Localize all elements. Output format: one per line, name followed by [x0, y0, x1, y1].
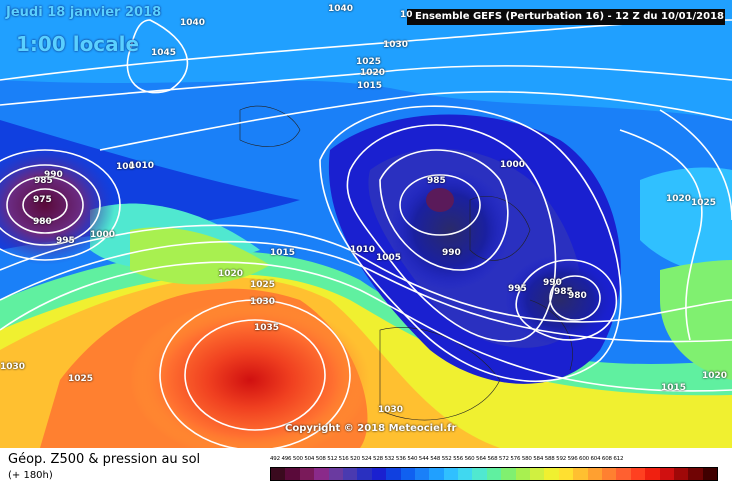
legend-subtitle: (+ 180h)	[8, 470, 53, 481]
color-scale-swatch	[673, 468, 689, 480]
isobar-label: 1020	[702, 371, 728, 381]
color-scale-swatch	[530, 468, 545, 480]
isobar-label: 1025	[691, 198, 717, 208]
model-run-label: Ensemble GEFS (Perturbation 16) - 12 Z d…	[407, 9, 725, 25]
copyright-text: Copyright © 2018 Meteociel.fr	[285, 423, 457, 434]
color-scale-swatch	[558, 468, 574, 480]
isobar-label: 1040	[328, 4, 354, 14]
forecast-date: Jeudi 18 janvier 2018	[6, 5, 162, 20]
isobar-label: 985	[34, 176, 53, 186]
isobar-label: 1020	[666, 194, 692, 204]
legend-title: Géop. Z500 & pression au sol	[8, 452, 201, 467]
color-scale-swatch	[515, 468, 531, 480]
color-scale-swatch	[544, 468, 559, 480]
isobar-label: 1015	[661, 383, 687, 393]
isobar-label: 985	[554, 287, 573, 297]
color-scale-swatch	[371, 468, 387, 480]
isobar-label: 1020	[360, 68, 386, 78]
color-scale-values: 492 496 500 504 508 512 516 520 524 528 …	[270, 456, 624, 462]
color-scale-swatch	[616, 468, 631, 480]
isobar-label: 100	[116, 162, 135, 172]
color-scale-swatch	[573, 468, 588, 480]
isobar-label: 1010	[129, 161, 155, 171]
color-scale-swatch	[357, 468, 372, 480]
color-scale-swatch	[501, 468, 516, 480]
isobar-label: 1015	[357, 81, 383, 91]
color-scale-swatch	[429, 468, 444, 480]
color-scale-swatch	[645, 468, 660, 480]
color-scale-swatch	[472, 468, 487, 480]
isobar-label: 990	[44, 170, 63, 180]
color-scale-swatch	[443, 468, 459, 480]
color-scale-swatch	[400, 468, 415, 480]
isobar-label: 1005	[376, 253, 402, 263]
isobar-label: 1030	[383, 40, 409, 50]
isobar-label: 975	[33, 195, 52, 205]
isobar-label: 1025	[68, 374, 94, 384]
isobar-label: 10	[400, 10, 413, 20]
forecast-local-time: 1:00 locale	[16, 32, 140, 56]
isobar-label: 1025	[356, 57, 382, 67]
color-scale-swatch	[688, 468, 703, 480]
color-scale-swatch	[342, 468, 358, 480]
color-scale-swatch	[630, 468, 646, 480]
isobar-label: 1000	[90, 230, 116, 240]
isobar-label: 990	[543, 278, 562, 288]
color-scale-swatch	[659, 468, 674, 480]
color-scale-swatch	[314, 468, 329, 480]
color-scale-swatch	[587, 468, 602, 480]
color-scale-swatch	[601, 468, 617, 480]
legend-panel: Géop. Z500 & pression au sol (+ 180h) 49…	[0, 448, 732, 488]
isobar-label: 1030	[250, 297, 276, 307]
color-scale-swatch	[299, 468, 315, 480]
weather-map	[0, 0, 732, 448]
color-scale-swatch	[328, 468, 343, 480]
color-scale-swatch	[386, 468, 401, 480]
isobar-label: 1000	[500, 160, 526, 170]
isobar-label: 995	[56, 236, 75, 246]
color-scale-bar	[270, 467, 718, 481]
isobar-label: 995	[508, 284, 527, 294]
isobar-label: 1020	[218, 269, 244, 279]
color-scale-swatch	[414, 468, 430, 480]
isobar-label: 1030	[378, 405, 404, 415]
isobar-label: 1035	[254, 323, 280, 333]
color-scale-swatch	[486, 468, 502, 480]
color-scale-swatch	[458, 468, 473, 480]
color-scale-swatch	[271, 468, 286, 480]
isobar-label: 985	[427, 176, 446, 186]
isobar-label: 980	[33, 217, 52, 227]
isobar-label: 1010	[350, 245, 376, 255]
isobar-label: 1015	[270, 248, 296, 258]
isobar-label: 990	[442, 248, 461, 258]
isobar-label: 1025	[250, 280, 276, 290]
isobar-label: 1045	[151, 48, 177, 58]
color-scale-swatch	[285, 468, 300, 480]
isobar-label: 980	[568, 291, 587, 301]
isobar-label: 1030	[0, 362, 26, 372]
color-scale-swatch	[702, 468, 718, 480]
isobar-label: 1040	[180, 18, 206, 28]
